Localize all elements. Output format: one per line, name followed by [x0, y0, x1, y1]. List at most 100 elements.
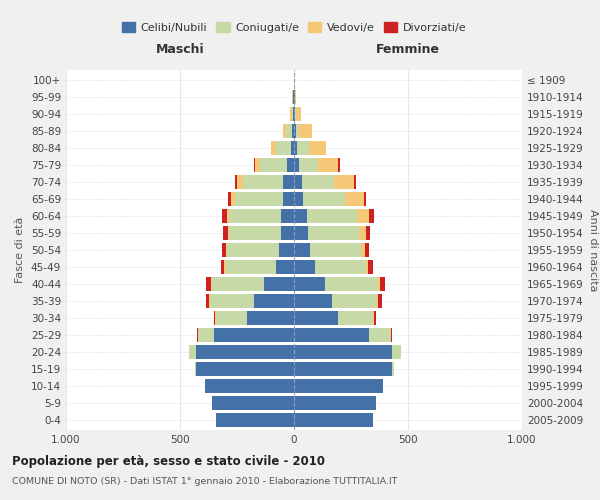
Bar — [228, 226, 229, 240]
Bar — [325, 277, 379, 291]
Bar — [283, 124, 286, 138]
Bar — [235, 192, 283, 206]
Bar — [215, 311, 217, 325]
Bar — [294, 277, 325, 291]
Bar — [228, 192, 232, 206]
Bar — [227, 243, 279, 257]
Bar — [209, 294, 254, 308]
Bar — [359, 226, 366, 240]
Bar — [356, 209, 369, 223]
Bar — [298, 141, 309, 155]
Bar — [355, 175, 356, 189]
Bar — [276, 260, 294, 274]
Bar — [222, 243, 226, 257]
Text: COMUNE DI NOTO (SR) - Dati ISTAT 1° gennaio 2010 - Elaborazione TUTTITALIA.IT: COMUNE DI NOTO (SR) - Dati ISTAT 1° genn… — [12, 478, 398, 486]
Bar — [189, 345, 196, 359]
Bar — [303, 192, 346, 206]
Bar — [314, 260, 366, 274]
Bar — [206, 277, 211, 291]
Bar — [369, 209, 374, 223]
Bar — [211, 277, 212, 291]
Bar — [279, 243, 294, 257]
Bar — [212, 396, 294, 410]
Bar — [217, 311, 247, 325]
Bar — [283, 192, 294, 206]
Bar — [294, 243, 310, 257]
Bar — [292, 124, 294, 138]
Bar — [229, 209, 281, 223]
Bar — [294, 362, 392, 376]
Bar — [293, 107, 294, 121]
Bar — [299, 124, 312, 138]
Bar — [214, 311, 215, 325]
Bar — [294, 124, 296, 138]
Bar — [296, 107, 301, 121]
Y-axis label: Fasce di età: Fasce di età — [16, 217, 25, 283]
Bar — [221, 260, 224, 274]
Bar — [338, 311, 373, 325]
Bar — [366, 260, 368, 274]
Bar — [205, 379, 294, 393]
Bar — [294, 192, 303, 206]
Bar — [206, 294, 209, 308]
Bar — [294, 209, 307, 223]
Bar — [366, 226, 370, 240]
Bar — [276, 141, 290, 155]
Bar — [379, 294, 382, 308]
Bar — [281, 226, 294, 240]
Bar — [294, 345, 392, 359]
Bar — [198, 328, 214, 342]
Bar — [295, 107, 296, 121]
Bar — [212, 277, 265, 291]
Bar — [290, 107, 292, 121]
Bar — [294, 413, 373, 427]
Bar — [265, 277, 294, 291]
Bar — [214, 328, 294, 342]
Bar — [294, 141, 298, 155]
Bar — [222, 209, 227, 223]
Bar — [293, 90, 294, 104]
Bar — [255, 158, 260, 172]
Bar — [379, 277, 380, 291]
Bar — [237, 175, 242, 189]
Bar — [271, 141, 276, 155]
Bar — [290, 141, 294, 155]
Text: Popolazione per età, sesso e stato civile - 2010: Popolazione per età, sesso e stato civil… — [12, 455, 325, 468]
Bar — [232, 192, 235, 206]
Bar — [294, 328, 369, 342]
Bar — [260, 158, 287, 172]
Bar — [295, 90, 296, 104]
Bar — [294, 175, 302, 189]
Bar — [308, 226, 359, 240]
Bar — [229, 226, 281, 240]
Bar — [294, 226, 308, 240]
Bar — [377, 294, 379, 308]
Bar — [287, 158, 294, 172]
Bar — [294, 158, 299, 172]
Bar — [196, 345, 294, 359]
Bar — [247, 311, 294, 325]
Bar — [235, 175, 237, 189]
Bar — [296, 124, 299, 138]
Bar — [286, 124, 292, 138]
Bar — [294, 260, 314, 274]
Bar — [223, 226, 228, 240]
Bar — [283, 175, 294, 189]
Bar — [226, 243, 227, 257]
Bar — [281, 209, 294, 223]
Bar — [227, 209, 229, 223]
Bar — [302, 175, 334, 189]
Bar — [299, 158, 318, 172]
Bar — [374, 311, 376, 325]
Bar — [364, 192, 366, 206]
Text: Femmine: Femmine — [376, 44, 440, 57]
Bar — [292, 107, 293, 121]
Y-axis label: Anni di nascita: Anni di nascita — [587, 209, 598, 291]
Bar — [294, 90, 295, 104]
Bar — [380, 277, 385, 291]
Bar — [195, 362, 196, 376]
Bar — [243, 175, 283, 189]
Bar — [361, 243, 365, 257]
Bar — [369, 328, 391, 342]
Bar — [197, 328, 198, 342]
